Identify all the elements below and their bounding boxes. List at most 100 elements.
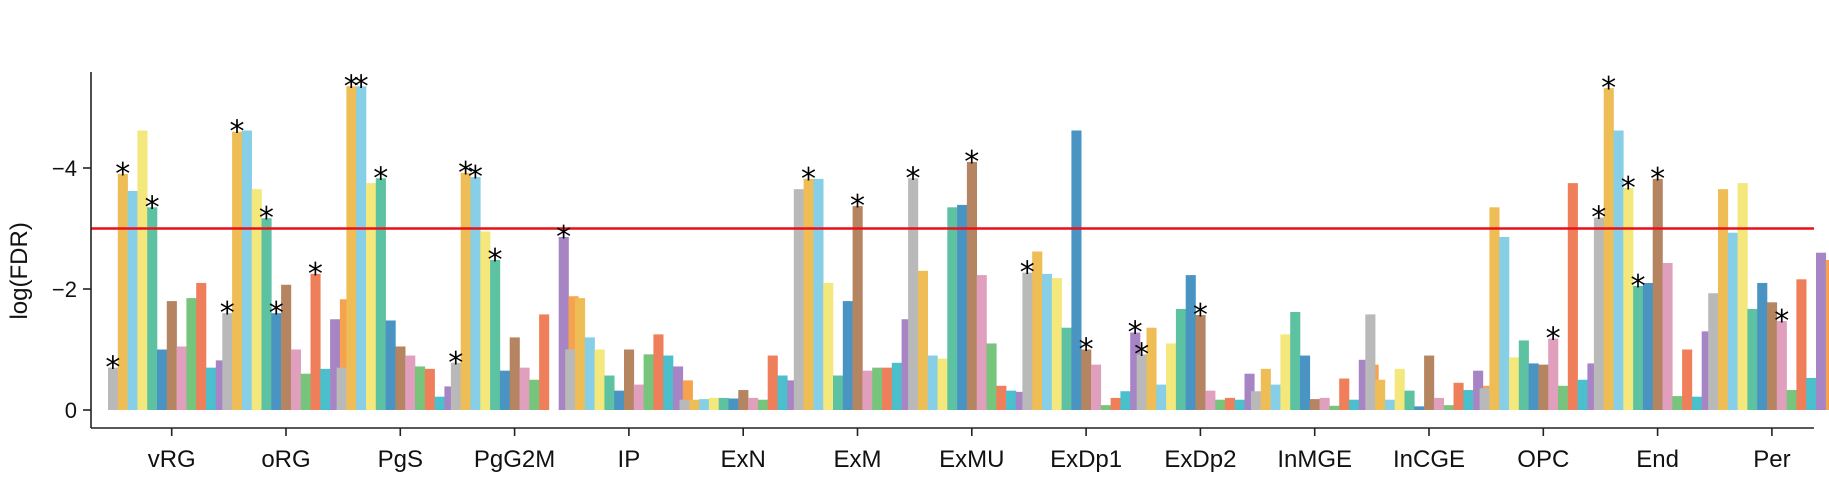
bar [385, 320, 396, 410]
bar [490, 259, 501, 410]
bar-group-ExMU [908, 161, 1026, 410]
bar [653, 334, 664, 410]
bar-group-ExDp2 [1136, 275, 1265, 410]
bar [679, 399, 690, 410]
bar [1727, 232, 1738, 410]
bar [499, 370, 510, 410]
bar [901, 319, 912, 410]
bar [1825, 259, 1829, 410]
bar [565, 349, 576, 410]
bar [1260, 368, 1271, 410]
bar [330, 319, 341, 410]
bar [1146, 327, 1157, 410]
significance-star: * [1128, 316, 1143, 351]
bar [1806, 377, 1817, 410]
bar [767, 355, 778, 410]
significance-star: * [354, 69, 369, 104]
x-tick-label: Per [1753, 446, 1790, 473]
significance-star: * [1631, 269, 1646, 304]
bar-group-OPC [1479, 183, 1608, 410]
bar [1662, 262, 1673, 410]
bar [966, 161, 977, 410]
bar [470, 177, 481, 410]
bar [1358, 359, 1369, 410]
bar [927, 355, 938, 410]
bar [1290, 311, 1301, 410]
bar [908, 178, 919, 410]
significance-star: * [115, 157, 130, 192]
bar [937, 358, 948, 410]
bar [271, 313, 282, 410]
bar [689, 399, 700, 410]
significance-star: * [801, 162, 816, 197]
bar [1365, 314, 1376, 410]
bar [842, 301, 853, 410]
x-tick-label: OPC [1517, 446, 1569, 473]
bar [336, 367, 347, 410]
bar [395, 346, 406, 410]
bar [1015, 391, 1026, 410]
bar [539, 314, 550, 410]
bar [1234, 399, 1245, 410]
bar [813, 178, 824, 410]
x-tick-label: ExM [834, 446, 882, 473]
bar-group-PgG2M [450, 172, 579, 410]
bar [1786, 390, 1797, 410]
bar [1587, 363, 1598, 410]
x-tick-label: ExDp2 [1164, 446, 1236, 473]
bar [1110, 397, 1121, 410]
bar [575, 298, 586, 410]
bar [862, 370, 873, 410]
x-tick-label: ExDp1 [1050, 446, 1122, 473]
bar [757, 399, 768, 410]
bar [1100, 405, 1111, 410]
significance-star: * [448, 346, 463, 381]
bar [290, 349, 301, 410]
bar [450, 362, 461, 410]
bar [1339, 378, 1350, 410]
bar [1270, 384, 1281, 410]
bar [1718, 189, 1729, 410]
significance-star: * [1193, 298, 1208, 333]
bar [1329, 405, 1340, 410]
bar [947, 207, 958, 410]
bar [1816, 252, 1827, 410]
bar [241, 130, 252, 411]
bar [415, 366, 426, 410]
bar [1081, 349, 1092, 410]
bar [196, 282, 207, 410]
bar [1195, 315, 1206, 410]
bar [1642, 282, 1653, 410]
x-tick-label: oRG [261, 446, 310, 473]
bar [206, 367, 217, 410]
bar [823, 282, 834, 410]
bar [176, 346, 187, 410]
bar [793, 189, 804, 410]
bar [366, 183, 377, 410]
bar [1776, 321, 1787, 410]
bar [1479, 388, 1490, 410]
bar [1518, 340, 1529, 410]
bar [261, 218, 272, 410]
bar [852, 206, 863, 410]
x-tick-label: ExN [721, 446, 766, 473]
bar [891, 362, 902, 410]
bar [1538, 364, 1549, 410]
significance-star: * [1591, 201, 1606, 236]
bar [480, 231, 491, 410]
bar [1120, 391, 1131, 410]
bar [1453, 382, 1464, 410]
bar [300, 373, 311, 410]
bar [1136, 354, 1147, 410]
bar-group-Per [1708, 183, 1829, 410]
bar [509, 337, 520, 410]
significance-star: * [458, 156, 473, 191]
significance-star: * [906, 161, 921, 196]
bar [310, 273, 321, 410]
bar [1130, 332, 1141, 410]
bar [1691, 396, 1702, 410]
x-tick-label: PgG2M [474, 446, 555, 473]
bar [1032, 251, 1043, 410]
bar [1603, 88, 1614, 410]
bar [251, 189, 262, 410]
